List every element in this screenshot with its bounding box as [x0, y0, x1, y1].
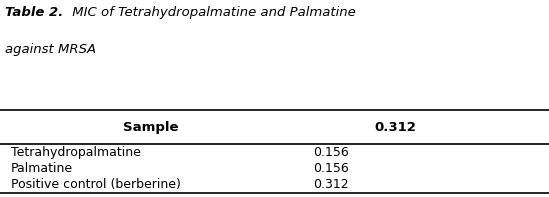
Text: 0.156: 0.156 [313, 162, 349, 175]
Text: Palmatine: Palmatine [11, 162, 73, 175]
Text: MIC of Tetrahydropalmatine and Palmatine: MIC of Tetrahydropalmatine and Palmatine [68, 6, 355, 19]
Text: Positive control (berberine): Positive control (berberine) [11, 178, 181, 191]
Text: Sample: Sample [123, 121, 179, 134]
Text: 0.312: 0.312 [313, 178, 349, 191]
Text: Table 2.: Table 2. [5, 6, 64, 19]
Text: 0.312: 0.312 [374, 121, 416, 134]
Text: against MRSA: against MRSA [5, 43, 97, 56]
Text: Tetrahydropalmatine: Tetrahydropalmatine [11, 146, 141, 159]
Text: 0.156: 0.156 [313, 146, 349, 159]
